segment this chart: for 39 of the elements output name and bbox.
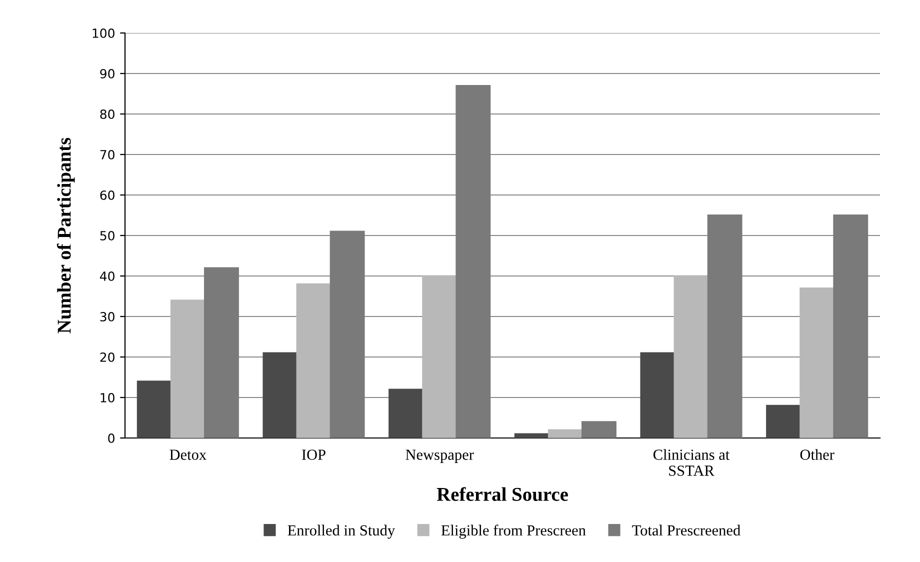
bar xyxy=(514,433,550,438)
legend-label: Enrolled in Study xyxy=(288,524,396,539)
x-tick-label: Other xyxy=(800,449,834,460)
legend-label: Eligible from Prescreen xyxy=(441,524,586,539)
bar xyxy=(833,214,868,438)
bar xyxy=(170,300,206,438)
bar xyxy=(204,267,239,438)
bar xyxy=(707,214,742,438)
bar xyxy=(766,404,801,438)
bar xyxy=(296,283,332,438)
x-axis-title: Referral Source xyxy=(436,487,568,502)
x-tick-label: IOP xyxy=(302,450,326,460)
y-tick-label: 100 xyxy=(92,28,114,38)
bar xyxy=(262,352,298,438)
legend-label: Total Prescreened xyxy=(632,524,740,536)
y-tick-label: 80 xyxy=(100,109,114,119)
bar xyxy=(330,230,365,438)
y-tick-label: 60 xyxy=(100,190,114,200)
y-tick-label: 0 xyxy=(108,433,114,443)
y-tick-label: 20 xyxy=(100,352,114,362)
bar xyxy=(800,287,835,438)
bar xyxy=(674,275,709,438)
bar xyxy=(388,388,424,438)
bar xyxy=(456,84,491,438)
y-tick-label: 50 xyxy=(100,230,114,240)
bar xyxy=(548,429,583,438)
bar xyxy=(582,421,616,438)
y-tick-label: 30 xyxy=(100,312,114,322)
x-tick-label: Newspaper xyxy=(406,450,474,463)
bar xyxy=(136,380,172,438)
bar xyxy=(640,352,676,438)
bar xyxy=(422,275,458,438)
y-tick-label: 10 xyxy=(100,392,114,402)
x-tick-label: Detox xyxy=(170,450,206,460)
y-tick-label: 90 xyxy=(100,68,114,78)
y-tick-label: 40 xyxy=(100,271,114,281)
x-tick-label: Clinicians at SSTAR xyxy=(653,449,730,476)
y-axis-title: Number of Participants xyxy=(56,138,75,334)
y-tick-label: 70 xyxy=(100,150,114,160)
